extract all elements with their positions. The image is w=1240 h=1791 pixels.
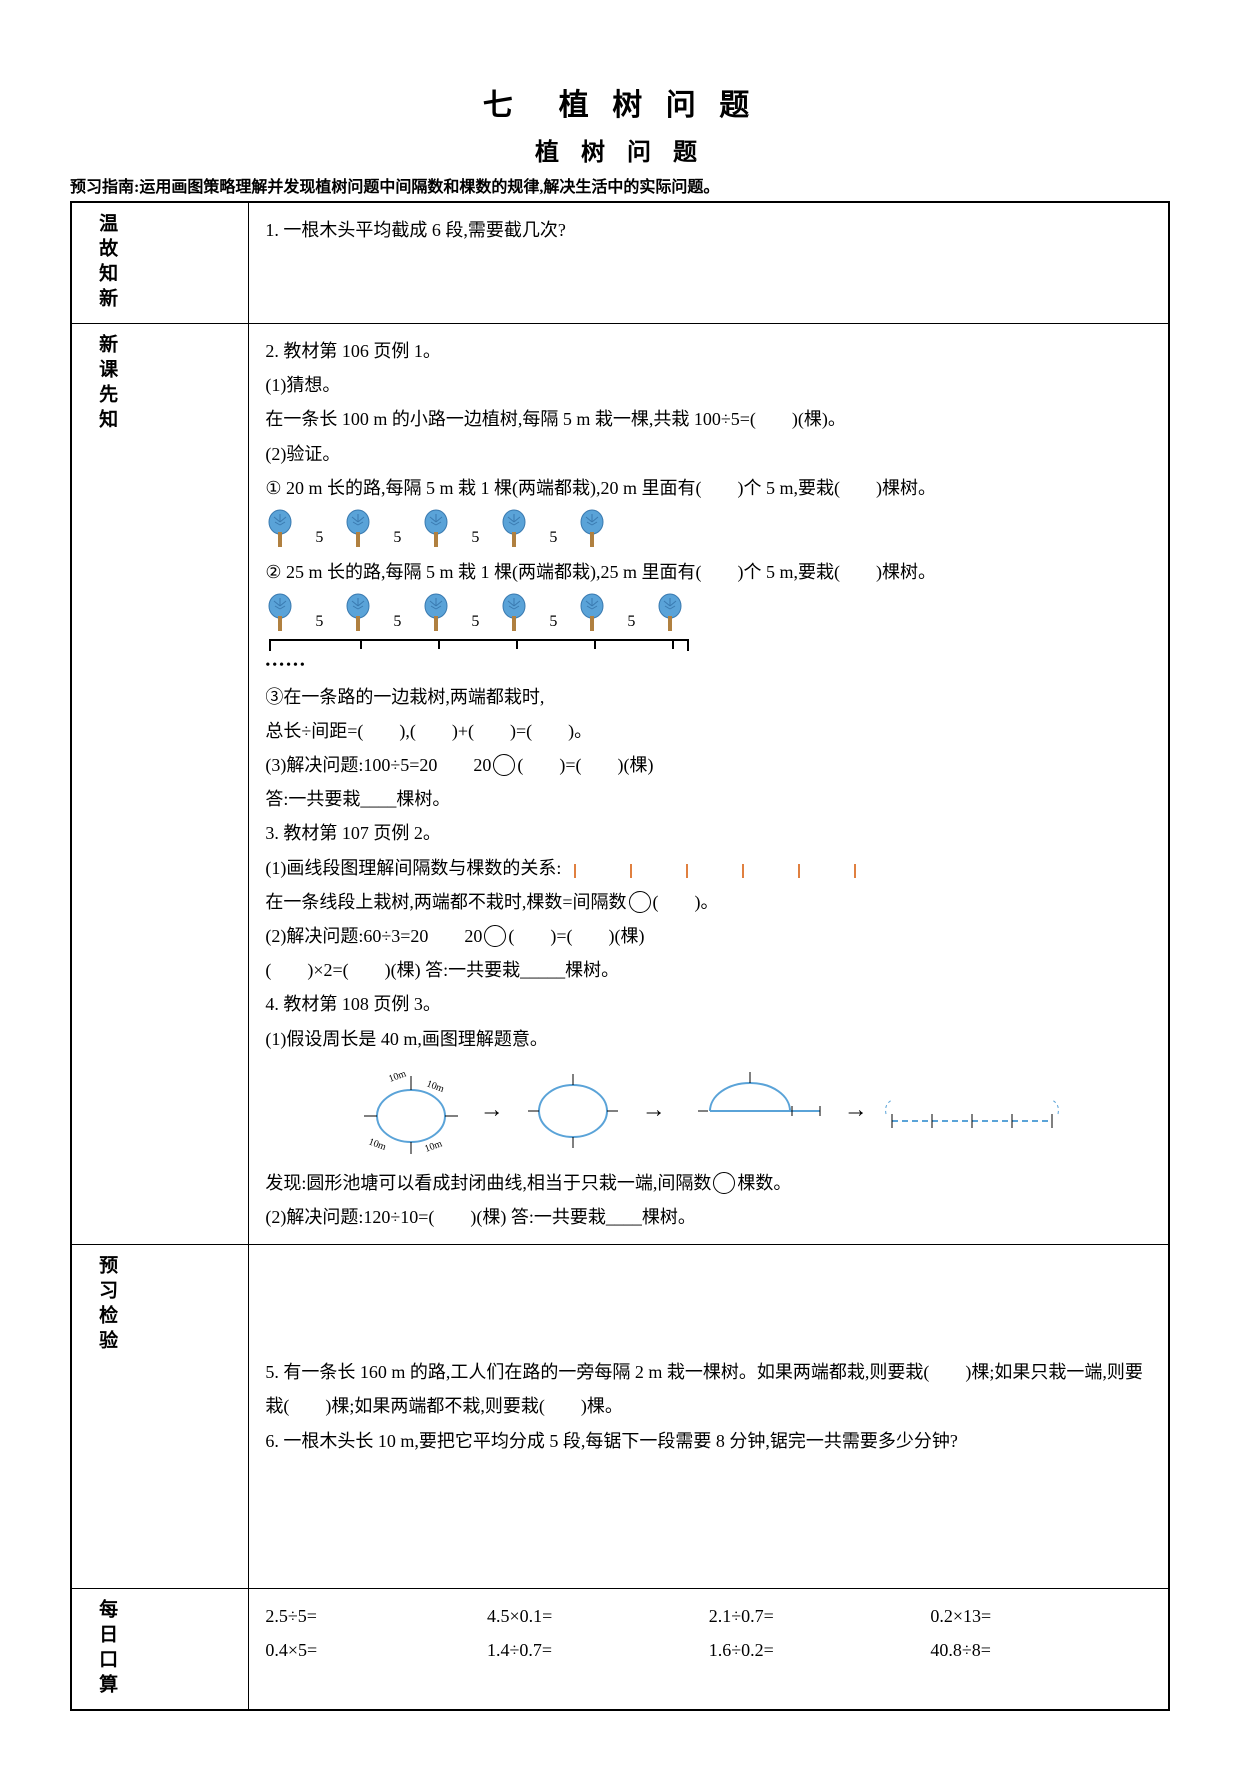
arrow-icon: →: [480, 1088, 504, 1134]
pond-cut-icon: [680, 1066, 830, 1156]
arrow-icon: →: [642, 1088, 666, 1134]
p2-1-text: 在一条长 100 m 的小路一边植树,每隔 5 m 栽一棵,共栽 100÷5=(…: [265, 402, 1152, 436]
new-cell: 2. 教材第 106 页例 1。 (1)猜想。 在一条长 100 m 的小路一边…: [249, 324, 1169, 1245]
p3-1-text: 在一条线段上栽树,两端都不栽时,棵数=间隔数( )。: [265, 885, 1152, 919]
p2-2b: ② 25 m 长的路,每隔 5 m 栽 1 棵(两端都栽),25 m 里面有( …: [265, 555, 1152, 589]
q1-text: 1. 一根木头平均截成 6 段,需要截几次?: [265, 213, 1152, 247]
calc-row-1: 2.5÷5= 4.5×0.1= 2.1÷0.7= 0.2×13=: [265, 1599, 1152, 1633]
row-label-daily: 每日口算: [71, 1588, 249, 1710]
blank-circle-icon: [713, 1172, 735, 1194]
daily-cell: 2.5÷5= 4.5×0.1= 2.1÷0.7= 0.2×13= 0.4×5= …: [249, 1588, 1169, 1710]
row-label-check: 预习检验: [71, 1245, 249, 1589]
page-title: 七 植 树 问 题: [70, 80, 1170, 124]
number-line-2: [269, 639, 689, 651]
pond-diagram-row: 10m 10m 10m 10m → →: [265, 1066, 1152, 1156]
svg-text:10m: 10m: [387, 1068, 408, 1084]
p3-2-line2: ( )×2=( )(棵) 答:一共要栽_____棵树。: [265, 953, 1152, 987]
p2-2c2: 总长÷间距=( ),( )+( )=( )。: [265, 714, 1152, 748]
tree-diagram-1: 5 5 5 5: [265, 509, 1152, 549]
p3-1: (1)画线段图理解间隔数与棵数的关系:: [265, 851, 1152, 885]
p2-ans: 答:一共要栽____棵树。: [265, 782, 1152, 816]
calc-row-2: 0.4×5= 1.4÷0.7= 1.6÷0.2= 40.8÷8=: [265, 1633, 1152, 1667]
q6-text: 6. 一根木头长 10 m,要把它平均分成 5 段,每锯下一段需要 8 分钟,锯…: [265, 1424, 1152, 1458]
study-guide: 预习指南:运用画图策略理解并发现植树问题中间隔数和棵数的规律,解决生活中的实际问…: [70, 173, 1170, 197]
blank-circle-icon: [484, 925, 506, 947]
tree-diagram-2: 5 5 5 5 5: [265, 593, 1152, 633]
review-cell: 1. 一根木头平均截成 6 段,需要截几次?: [249, 202, 1169, 324]
ellipsis: ••••••: [265, 653, 1152, 680]
p3-head: 3. 教材第 107 页例 2。: [265, 816, 1152, 850]
blank-circle-icon: [493, 754, 515, 776]
q5-text: 5. 有一条长 160 m 的路,工人们在路的一旁每隔 2 m 栽一棵树。如果两…: [265, 1355, 1152, 1423]
p4-1: (1)假设周长是 40 m,画图理解题意。: [265, 1022, 1152, 1056]
check-cell: 5. 有一条长 160 m 的路,工人们在路的一旁每隔 2 m 栽一棵树。如果两…: [249, 1245, 1169, 1589]
p4-head: 4. 教材第 108 页例 3。: [265, 987, 1152, 1021]
pond-labeled-icon: 10m 10m 10m 10m: [356, 1066, 466, 1156]
arrow-icon: →: [844, 1088, 868, 1134]
flat-line-icon: [882, 1086, 1062, 1136]
row-label-new: 新课先知: [71, 324, 249, 1245]
p4-2: (2)解决问题:120÷10=( )(棵) 答:一共要栽____棵树。: [265, 1200, 1152, 1234]
svg-text:10m: 10m: [423, 1138, 444, 1154]
worksheet-table: 温故知新 1. 一根木头平均截成 6 段,需要截几次? 新课先知 2. 教材第 …: [70, 201, 1170, 1711]
p2-2a: ① 20 m 长的路,每隔 5 m 栽 1 棵(两端都栽),20 m 里面有( …: [265, 471, 1152, 505]
blank-circle-icon: [629, 891, 651, 913]
p2-2c: ③在一条路的一边栽树,两端都栽时,: [265, 680, 1152, 714]
p2-2: (2)验证。: [265, 437, 1152, 471]
page-subtitle: 植 树 问 题: [70, 132, 1170, 167]
p3-2: (2)解决问题:60÷3=20 20( )=( )(棵): [265, 919, 1152, 953]
p4-find: 发现:圆形池塘可以看成封闭曲线,相当于只栽一端,间隔数棵数。: [265, 1166, 1152, 1200]
svg-text:10m: 10m: [367, 1136, 388, 1152]
p2-1: (1)猜想。: [265, 368, 1152, 402]
p2-3: (3)解决问题:100÷5=20 20( )=( )(棵): [265, 748, 1152, 782]
p2-head: 2. 教材第 106 页例 1。: [265, 334, 1152, 368]
row-label-review: 温故知新: [71, 202, 249, 324]
pond-plain-icon: [518, 1066, 628, 1156]
